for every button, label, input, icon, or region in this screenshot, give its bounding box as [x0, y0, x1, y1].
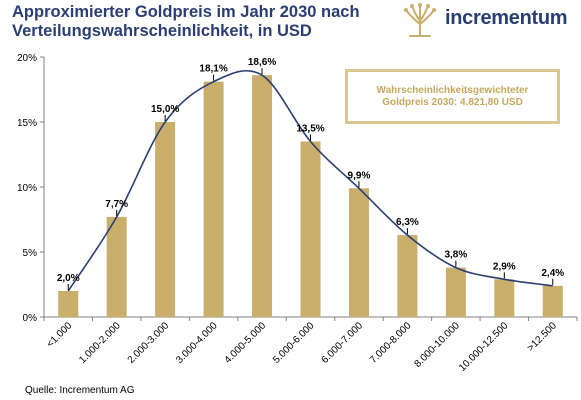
category-label-3: 3.000-4.000	[174, 320, 220, 366]
value-label-1: 7,7%	[105, 199, 128, 210]
weighted-price-callout: Wahrscheinlichkeitsgewichteter Goldpreis…	[345, 69, 560, 124]
bar-10	[542, 285, 563, 317]
category-label-8: 8.000-10.000	[413, 320, 463, 370]
callout-line1: Wahrscheinlichkeitsgewichteter	[376, 84, 529, 96]
value-label-9: 2,9%	[493, 261, 516, 272]
category-label-0: <1.000	[45, 320, 75, 350]
bar-8	[445, 267, 466, 317]
logo-text: incrementum	[445, 7, 568, 29]
incrementum-logo: incrementum	[398, 2, 578, 40]
bar-9	[494, 279, 515, 317]
source-note: Quelle: Incrementum AG	[25, 385, 135, 396]
bar-6	[348, 188, 369, 317]
value-label-3: 18,1%	[199, 64, 227, 75]
y-tick-label: 0%	[23, 313, 38, 324]
bar-5	[300, 141, 321, 317]
bar-3	[203, 81, 224, 317]
callout-line2: Goldpreis 2030: 4.821,80 USD	[382, 96, 523, 108]
chart-title: Approximierter Goldpreis im Jahr 2030 na…	[12, 3, 412, 41]
y-tick-label: 10%	[17, 183, 37, 194]
value-label-10: 2,4%	[541, 268, 564, 279]
tree-logo-icon	[404, 3, 436, 37]
category-label-6: 6.000-7.000	[320, 320, 366, 366]
category-label-10: >12.500	[525, 320, 559, 354]
chart-title-line1: Approximierter Goldpreis im Jahr 2030 na…	[12, 3, 360, 21]
category-label-9: 10.000-12.500	[457, 320, 511, 374]
value-label-7: 6,3%	[396, 217, 419, 228]
bar-1	[106, 216, 127, 317]
y-tick-label: 5%	[23, 248, 38, 259]
category-label-1: 1.000-2.000	[77, 320, 123, 366]
bar-0	[58, 291, 79, 317]
value-label-2: 15,0%	[151, 104, 179, 115]
distribution-curve	[67, 70, 553, 292]
value-label-4: 18,6%	[248, 57, 276, 68]
value-label-0: 2,0%	[57, 273, 80, 284]
category-label-2: 2.000-3.000	[126, 320, 172, 366]
chart-title-line2: Verteilungswahrscheinlichkeit, in USD	[12, 22, 312, 40]
category-label-7: 7.000-8.000	[368, 320, 414, 366]
y-tick-label: 15%	[17, 118, 37, 129]
bar-2	[155, 122, 176, 317]
bar-7	[397, 235, 418, 317]
bar-4	[252, 75, 273, 317]
value-label-6: 9,9%	[348, 170, 371, 181]
category-label-4: 4.000-5.000	[223, 320, 269, 366]
category-label-5: 5.000-6.000	[271, 320, 317, 366]
value-label-5: 13,5%	[296, 124, 324, 135]
y-tick-label: 20%	[17, 53, 37, 64]
value-label-8: 3,8%	[444, 250, 467, 261]
